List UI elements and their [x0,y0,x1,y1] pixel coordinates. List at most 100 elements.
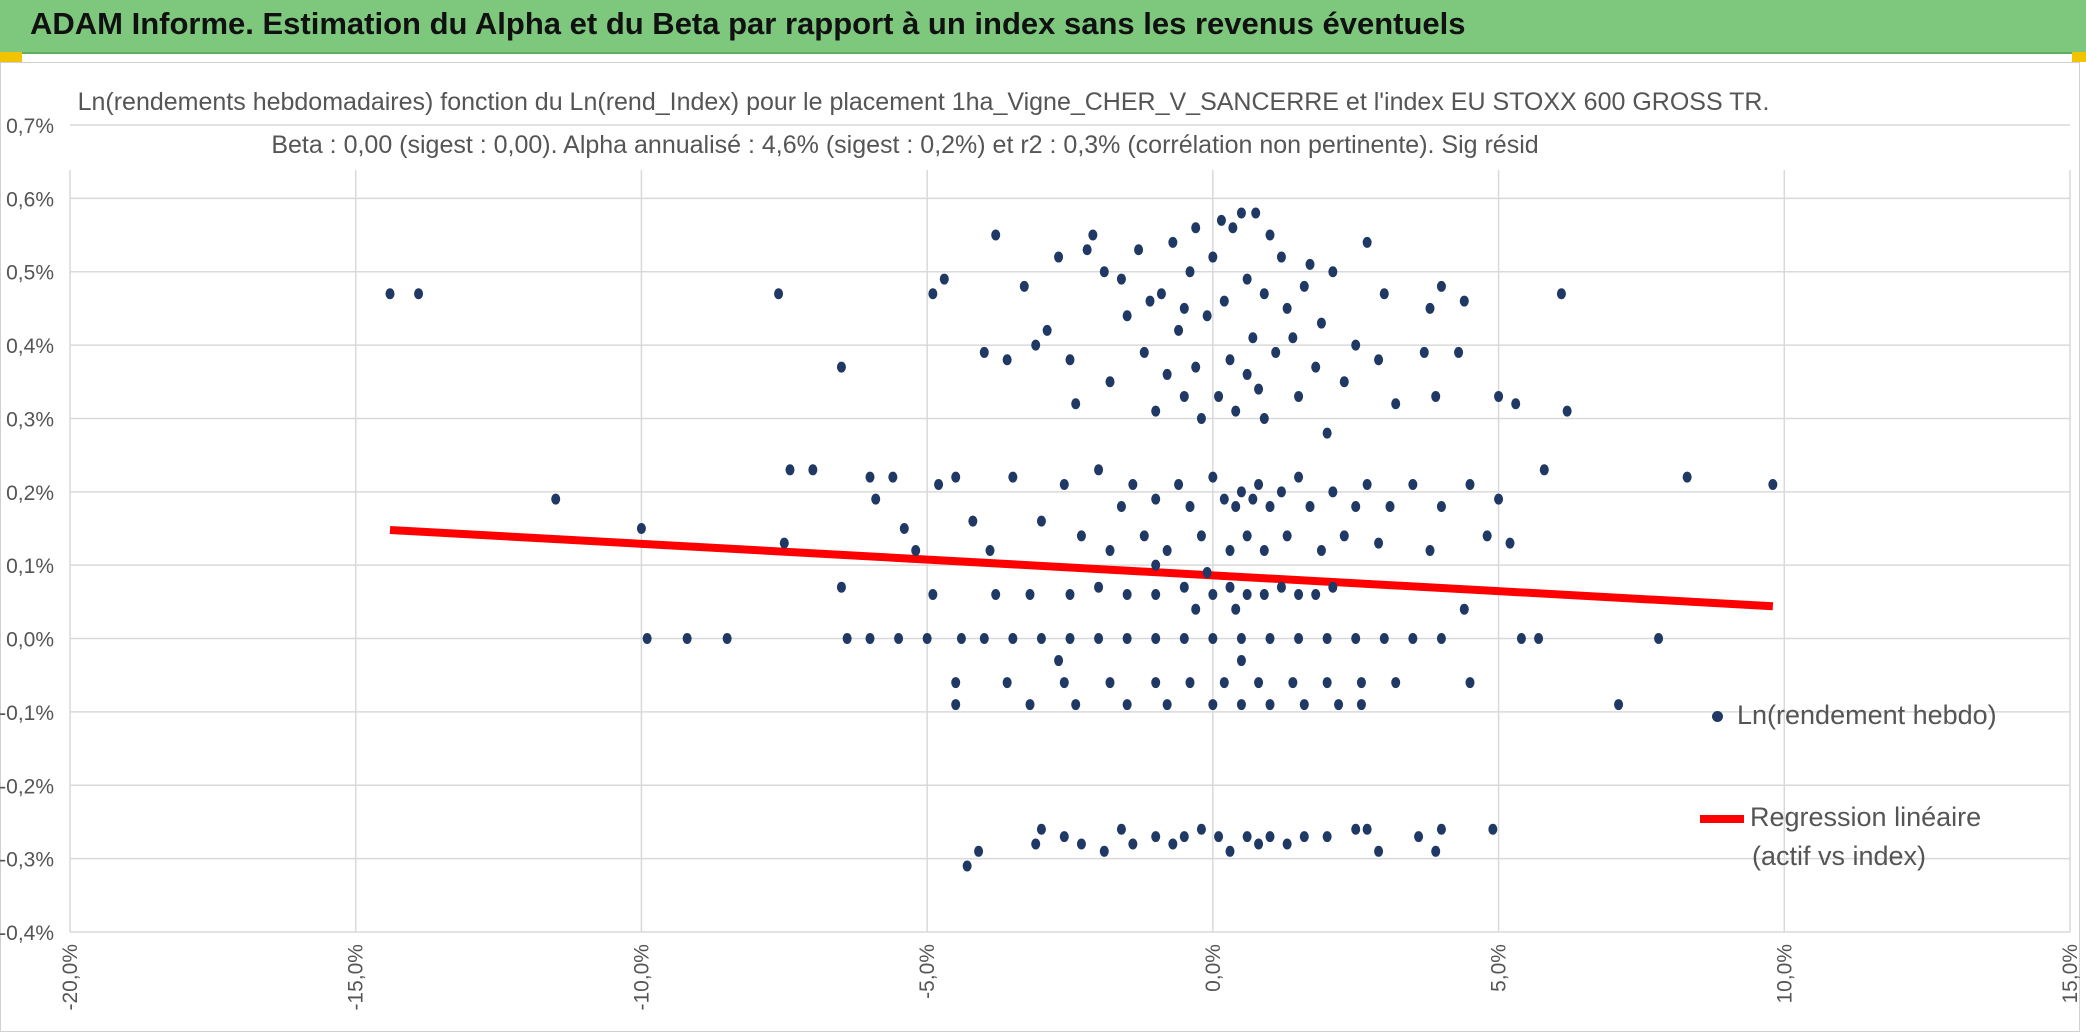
y-tick-label: -0,3% [0,849,54,872]
x-tick-label: -20,0% [59,944,82,1011]
scatter-point [1454,346,1464,358]
scatter-point [1054,655,1064,667]
scatter-point [808,464,818,476]
corner-marker-left [0,52,22,62]
scatter-point [1259,589,1269,601]
scatter-point [1185,677,1195,689]
scatter-point [1031,339,1041,351]
scatter-point [1071,398,1081,410]
scatter-point [1065,354,1075,366]
scatter-point [1339,530,1349,542]
scatter-point [1254,478,1264,490]
scatter-point [1094,633,1104,645]
scatter-point [1356,699,1366,711]
scatter-point [1494,390,1504,402]
scatter-point [1265,229,1275,241]
scatter-point [1236,655,1246,667]
scatter-point [956,633,966,645]
scatter-point [1059,478,1069,490]
scatter-point [1288,332,1298,344]
y-tick-label: 0,5% [6,262,54,285]
scatter-point [1139,530,1149,542]
scatter-point [1316,317,1326,329]
scatter-point [1122,589,1132,601]
scatter-point [865,633,875,645]
scatter-point [1374,354,1384,366]
legend-item-regression: Regression linéaire (actif vs index) [1700,802,1981,872]
scatter-point [985,545,995,557]
scatter-point [1391,677,1401,689]
x-tick-label: 0,0% [1202,944,1225,992]
scatter-point [1408,633,1418,645]
scatter-point [1488,823,1498,835]
legend-label-scatter: Ln(rendement hebdo) [1737,700,1997,730]
scatter-point [911,545,921,557]
scatter-point [1242,530,1252,542]
scatter-point [991,589,1001,601]
scatter-point [951,699,961,711]
scatter-point [1242,589,1252,601]
scatter-point [1294,471,1304,483]
scatter-point [774,288,784,300]
scatter-point [1225,354,1235,366]
scatter-point [1276,581,1286,593]
scatter-point [1105,545,1115,557]
scatter-point [1351,823,1361,835]
scatter-point [1299,831,1309,843]
scatter-point [1242,273,1252,285]
scatter-point [1025,589,1035,601]
legend-dot-icon [1712,711,1723,723]
legend-line-icon [1700,814,1744,823]
scatter-point [1322,633,1332,645]
scatter-point [1185,500,1195,512]
scatter-point [1362,236,1372,248]
scatter-point [1419,346,1429,358]
scatter-point [1059,831,1069,843]
scatter-point [1276,251,1286,263]
y-tick-label: 0,2% [6,482,54,505]
scatter-point [1431,390,1441,402]
scatter-point [1425,545,1435,557]
y-tick-label: 0,6% [6,188,54,211]
scatter-point [1379,288,1389,300]
scatter-point [1002,354,1012,366]
scatter-point [894,633,904,645]
scatter-point [1179,633,1189,645]
scatter-point [1208,471,1218,483]
scatter-point [1156,288,1166,300]
scatter-point [1328,486,1338,498]
scatter-point [1511,398,1521,410]
scatter-point [934,478,944,490]
scatter-point [1259,412,1269,424]
scatter-point [1065,589,1075,601]
scatter-point [1208,633,1218,645]
y-tick-label: -0,2% [0,775,54,798]
scatter-point [1385,500,1395,512]
scatter-point [1231,500,1241,512]
scatter-point [939,273,949,285]
scatter-point [1088,229,1098,241]
scatter-point [1202,567,1212,579]
scatter-point [1516,633,1526,645]
scatter-point [1379,633,1389,645]
scatter-point [1459,603,1469,615]
scatter-point [1094,581,1104,593]
scatter-point [1294,633,1304,645]
scatter-point [1322,677,1332,689]
scatter-point [1242,831,1252,843]
scatter-point [1219,677,1229,689]
scatter-point [1374,845,1384,857]
scatter-point [1145,295,1155,307]
scatter-point [1282,530,1292,542]
scatter-point [1351,500,1361,512]
scatter-point [1054,251,1064,263]
scatter-point [1236,633,1246,645]
scatter-point [1216,214,1226,226]
scatter-point [1008,471,1018,483]
scatter-point [1168,838,1178,850]
scatter-point [1002,677,1012,689]
scatter-point [1265,633,1275,645]
scatter-point [1191,603,1201,615]
scatter-point [968,515,978,527]
